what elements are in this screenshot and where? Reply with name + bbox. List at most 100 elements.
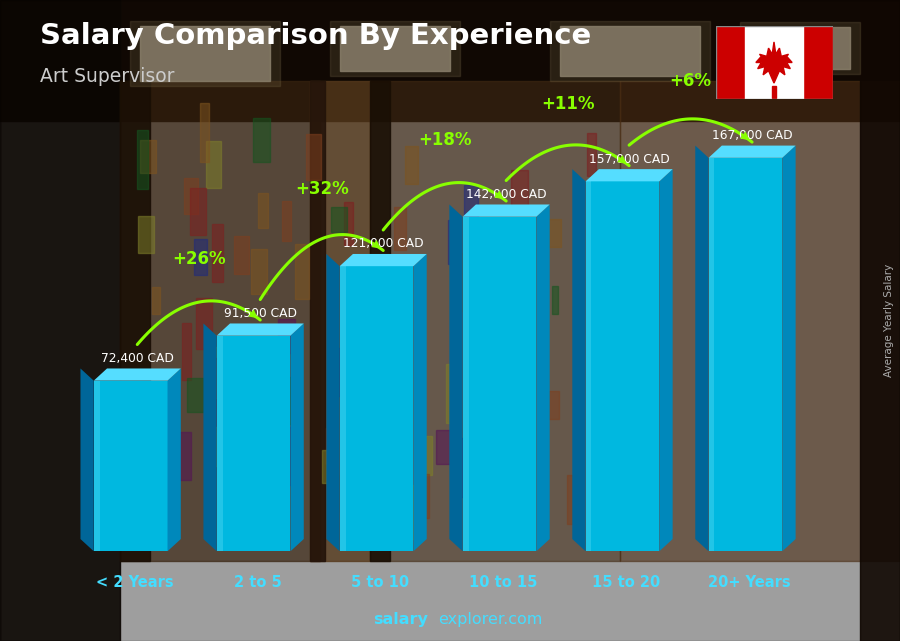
Polygon shape bbox=[708, 158, 782, 551]
Polygon shape bbox=[339, 266, 346, 551]
Bar bbox=[281, 433, 287, 478]
Polygon shape bbox=[586, 181, 660, 551]
Bar bbox=[376, 336, 383, 395]
Bar bbox=[191, 188, 206, 235]
Text: 72,400 CAD: 72,400 CAD bbox=[101, 352, 174, 365]
Polygon shape bbox=[203, 324, 217, 551]
Bar bbox=[138, 130, 148, 189]
Bar bbox=[750, 27, 850, 69]
Bar bbox=[560, 26, 700, 76]
Text: +6%: +6% bbox=[670, 72, 712, 90]
Bar bbox=[511, 170, 527, 213]
Bar bbox=[374, 279, 382, 338]
Bar bbox=[547, 219, 561, 247]
Bar bbox=[572, 306, 583, 331]
Polygon shape bbox=[167, 369, 181, 551]
Polygon shape bbox=[708, 158, 715, 551]
Bar bbox=[339, 476, 351, 512]
Bar bbox=[550, 21, 710, 81]
Text: 5 to 10: 5 to 10 bbox=[352, 575, 410, 590]
Polygon shape bbox=[586, 169, 672, 181]
Bar bbox=[334, 348, 347, 395]
Bar bbox=[120, 81, 320, 561]
Text: 142,000 CAD: 142,000 CAD bbox=[466, 188, 546, 201]
Bar bbox=[138, 216, 154, 253]
Bar bbox=[0, 0, 120, 641]
Bar bbox=[172, 438, 178, 474]
Bar bbox=[452, 337, 459, 379]
Bar bbox=[212, 347, 220, 399]
Bar bbox=[282, 201, 291, 241]
Bar bbox=[310, 81, 370, 561]
Bar bbox=[459, 438, 466, 497]
Text: 20+ Years: 20+ Years bbox=[708, 575, 791, 590]
Polygon shape bbox=[660, 169, 672, 551]
Polygon shape bbox=[80, 369, 94, 551]
Bar bbox=[196, 298, 212, 349]
Polygon shape bbox=[572, 169, 586, 551]
Bar bbox=[803, 26, 833, 99]
Bar bbox=[423, 474, 429, 518]
Polygon shape bbox=[782, 146, 796, 551]
Bar bbox=[740, 22, 860, 74]
Bar bbox=[620, 81, 900, 561]
Bar bbox=[382, 389, 399, 424]
Polygon shape bbox=[413, 254, 427, 551]
Bar bbox=[294, 244, 309, 299]
Polygon shape bbox=[217, 336, 291, 551]
Bar bbox=[194, 239, 207, 274]
Bar bbox=[587, 133, 596, 176]
Polygon shape bbox=[696, 146, 708, 551]
Text: 15 to 20: 15 to 20 bbox=[592, 575, 661, 590]
Bar bbox=[436, 430, 451, 463]
Bar bbox=[251, 249, 267, 294]
Polygon shape bbox=[217, 324, 304, 336]
Polygon shape bbox=[339, 266, 413, 551]
Bar bbox=[405, 146, 418, 185]
Polygon shape bbox=[94, 381, 167, 551]
Bar bbox=[588, 351, 604, 397]
Bar bbox=[206, 141, 221, 188]
Bar bbox=[370, 81, 390, 561]
Text: 2 to 5: 2 to 5 bbox=[234, 575, 282, 590]
Bar bbox=[446, 363, 454, 423]
Text: < 2 Years: < 2 Years bbox=[95, 575, 174, 590]
Bar bbox=[408, 485, 414, 539]
Bar bbox=[216, 392, 229, 432]
Text: 167,000 CAD: 167,000 CAD bbox=[712, 129, 792, 142]
Polygon shape bbox=[463, 217, 469, 551]
Bar bbox=[140, 140, 156, 172]
Bar bbox=[253, 118, 270, 162]
Bar bbox=[187, 378, 204, 412]
Bar bbox=[120, 81, 150, 561]
Polygon shape bbox=[756, 42, 792, 83]
Bar bbox=[276, 377, 291, 424]
Polygon shape bbox=[327, 254, 339, 551]
Bar bbox=[0, 0, 900, 121]
Bar bbox=[345, 410, 356, 466]
Bar bbox=[248, 439, 255, 479]
Bar bbox=[151, 485, 168, 535]
Bar bbox=[219, 388, 233, 442]
Bar bbox=[488, 420, 503, 458]
Bar bbox=[567, 475, 576, 524]
Bar bbox=[590, 490, 600, 522]
Bar bbox=[548, 391, 559, 419]
Bar bbox=[598, 312, 607, 368]
Bar bbox=[340, 26, 450, 71]
Text: explorer.com: explorer.com bbox=[438, 612, 543, 627]
Text: Average Yearly Salary: Average Yearly Salary bbox=[884, 264, 894, 377]
Bar bbox=[260, 410, 267, 435]
Bar bbox=[278, 319, 294, 353]
Bar bbox=[588, 398, 598, 440]
Bar bbox=[200, 103, 209, 162]
Bar bbox=[257, 193, 268, 228]
Bar bbox=[425, 437, 432, 475]
Bar bbox=[394, 207, 406, 251]
Text: +18%: +18% bbox=[418, 131, 472, 149]
Bar bbox=[716, 26, 745, 99]
Text: 121,000 CAD: 121,000 CAD bbox=[343, 237, 424, 251]
Text: 91,500 CAD: 91,500 CAD bbox=[224, 307, 297, 320]
Text: 10 to 15: 10 to 15 bbox=[469, 575, 537, 590]
Polygon shape bbox=[536, 204, 550, 551]
